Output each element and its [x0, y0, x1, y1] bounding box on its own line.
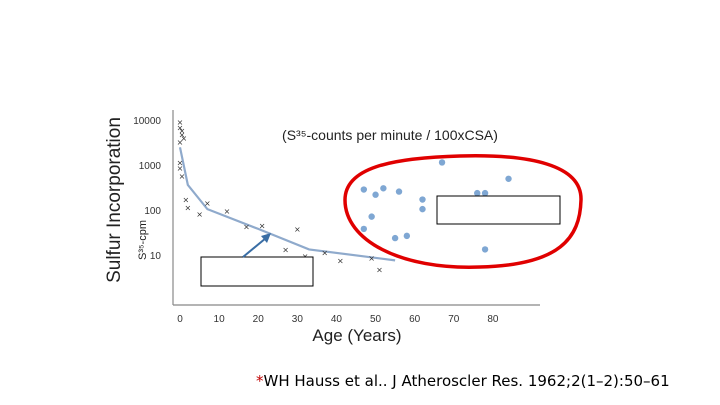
x-tick-label: 50: [370, 314, 382, 325]
y-tick-label: 100: [144, 206, 161, 217]
x-marker-point: ×: [282, 245, 289, 254]
chart-title: (S³⁵-counts per minute / 100xCSA): [282, 127, 498, 143]
y-tick-label: 10: [150, 251, 162, 262]
x-marker-point: ×: [179, 131, 186, 140]
y-axis-sublabel: S³⁵-cpm: [137, 220, 149, 260]
x-tick-label: 30: [292, 314, 304, 325]
circle-marker-point: [474, 189, 481, 197]
x-marker-point: ×: [376, 266, 383, 275]
x-marker-series: ×××××××××××××××××××××××: [177, 118, 383, 275]
x-marker-point: ×: [321, 248, 328, 257]
circle-marker-point: [372, 191, 379, 198]
x-marker-point: ×: [243, 223, 250, 232]
citation-star: *: [256, 372, 264, 390]
x-tick-label: 70: [448, 314, 460, 325]
y-axis-label: Sulfur Incorporation: [104, 117, 125, 283]
x-marker-point: ×: [177, 123, 184, 132]
x-marker-point: ×: [196, 210, 203, 219]
x-marker-point: ×: [183, 196, 190, 205]
x-marker-point: ×: [181, 134, 188, 143]
x-tick-label: 20: [253, 314, 265, 325]
circle-marker-point: [403, 232, 411, 240]
x-marker-point: ×: [179, 172, 186, 181]
citation: *WH Hauss et al.. J Atheroscler Res. 196…: [256, 372, 716, 390]
annotation-box-left: [200, 256, 314, 287]
circle-marker-point: [419, 196, 426, 203]
circle-marker-series: [360, 159, 512, 253]
x-marker-point: ×: [177, 138, 184, 147]
y-tick-labels: 10 100 1000 10000: [133, 116, 161, 262]
annotation-arrow: [242, 233, 271, 258]
x-marker-point: ×: [177, 118, 184, 127]
x-marker-point: ×: [204, 199, 211, 208]
x-tick-label: 40: [331, 314, 343, 325]
x-marker-point: ×: [184, 203, 191, 212]
circle-marker-point: [360, 225, 368, 233]
circle-marker-point: [368, 213, 375, 220]
x-marker-point: ×: [259, 221, 266, 230]
circle-marker-point: [438, 159, 446, 166]
x-tick-labels: 0 10 20 30 40 50 60 70 80: [177, 314, 499, 325]
annotation-box-right: [436, 195, 561, 225]
x-tick-label: 10: [214, 314, 226, 325]
circle-marker-point: [419, 205, 426, 213]
circle-marker-point: [380, 185, 387, 192]
x-axis-label: Age (Years): [312, 326, 401, 345]
circle-marker-point: [360, 186, 368, 193]
x-tick-label: 0: [177, 314, 183, 325]
x-marker-point: ×: [224, 207, 231, 216]
x-marker-point: ×: [179, 126, 186, 135]
x-marker-point: ×: [177, 164, 184, 173]
x-tick-label: 60: [409, 314, 421, 325]
x-marker-point: ×: [368, 254, 375, 263]
circle-marker-point: [481, 189, 489, 197]
y-tick-label: 1000: [139, 161, 162, 172]
highlight-ellipse: [343, 154, 583, 269]
x-marker-point: ×: [294, 225, 301, 234]
circle-marker-point: [395, 188, 403, 195]
y-tick-label: 10000: [133, 116, 161, 127]
x-tick-label: 80: [487, 314, 499, 325]
circle-marker-point: [505, 175, 512, 182]
x-marker-point: ×: [177, 158, 184, 167]
circle-marker-point: [391, 234, 399, 242]
trend-line: [178, 147, 396, 262]
citation-text: WH Hauss et al.. J Atheroscler Res. 1962…: [263, 372, 670, 390]
x-marker-point: ×: [337, 256, 344, 265]
circle-marker-point: [481, 246, 489, 253]
